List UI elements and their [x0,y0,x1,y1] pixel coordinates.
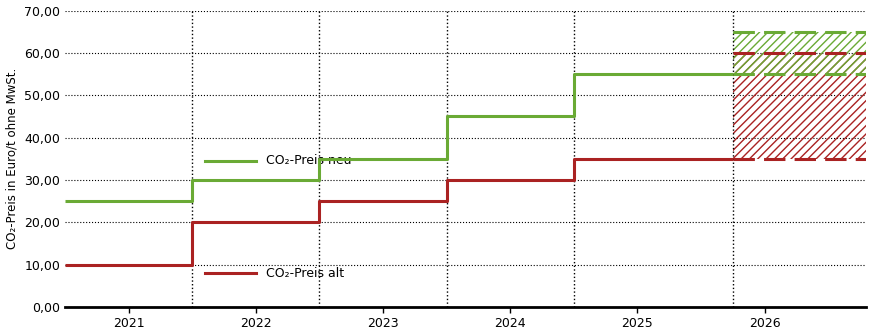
Bar [732,53,867,159]
Bar [732,32,867,74]
Text: CO₂-Preis neu: CO₂-Preis neu [266,155,351,167]
Y-axis label: CO₂-Preis in Euro/t ohne MwSt.: CO₂-Preis in Euro/t ohne MwSt. [5,68,18,249]
Text: CO₂-Preis alt: CO₂-Preis alt [266,267,344,280]
